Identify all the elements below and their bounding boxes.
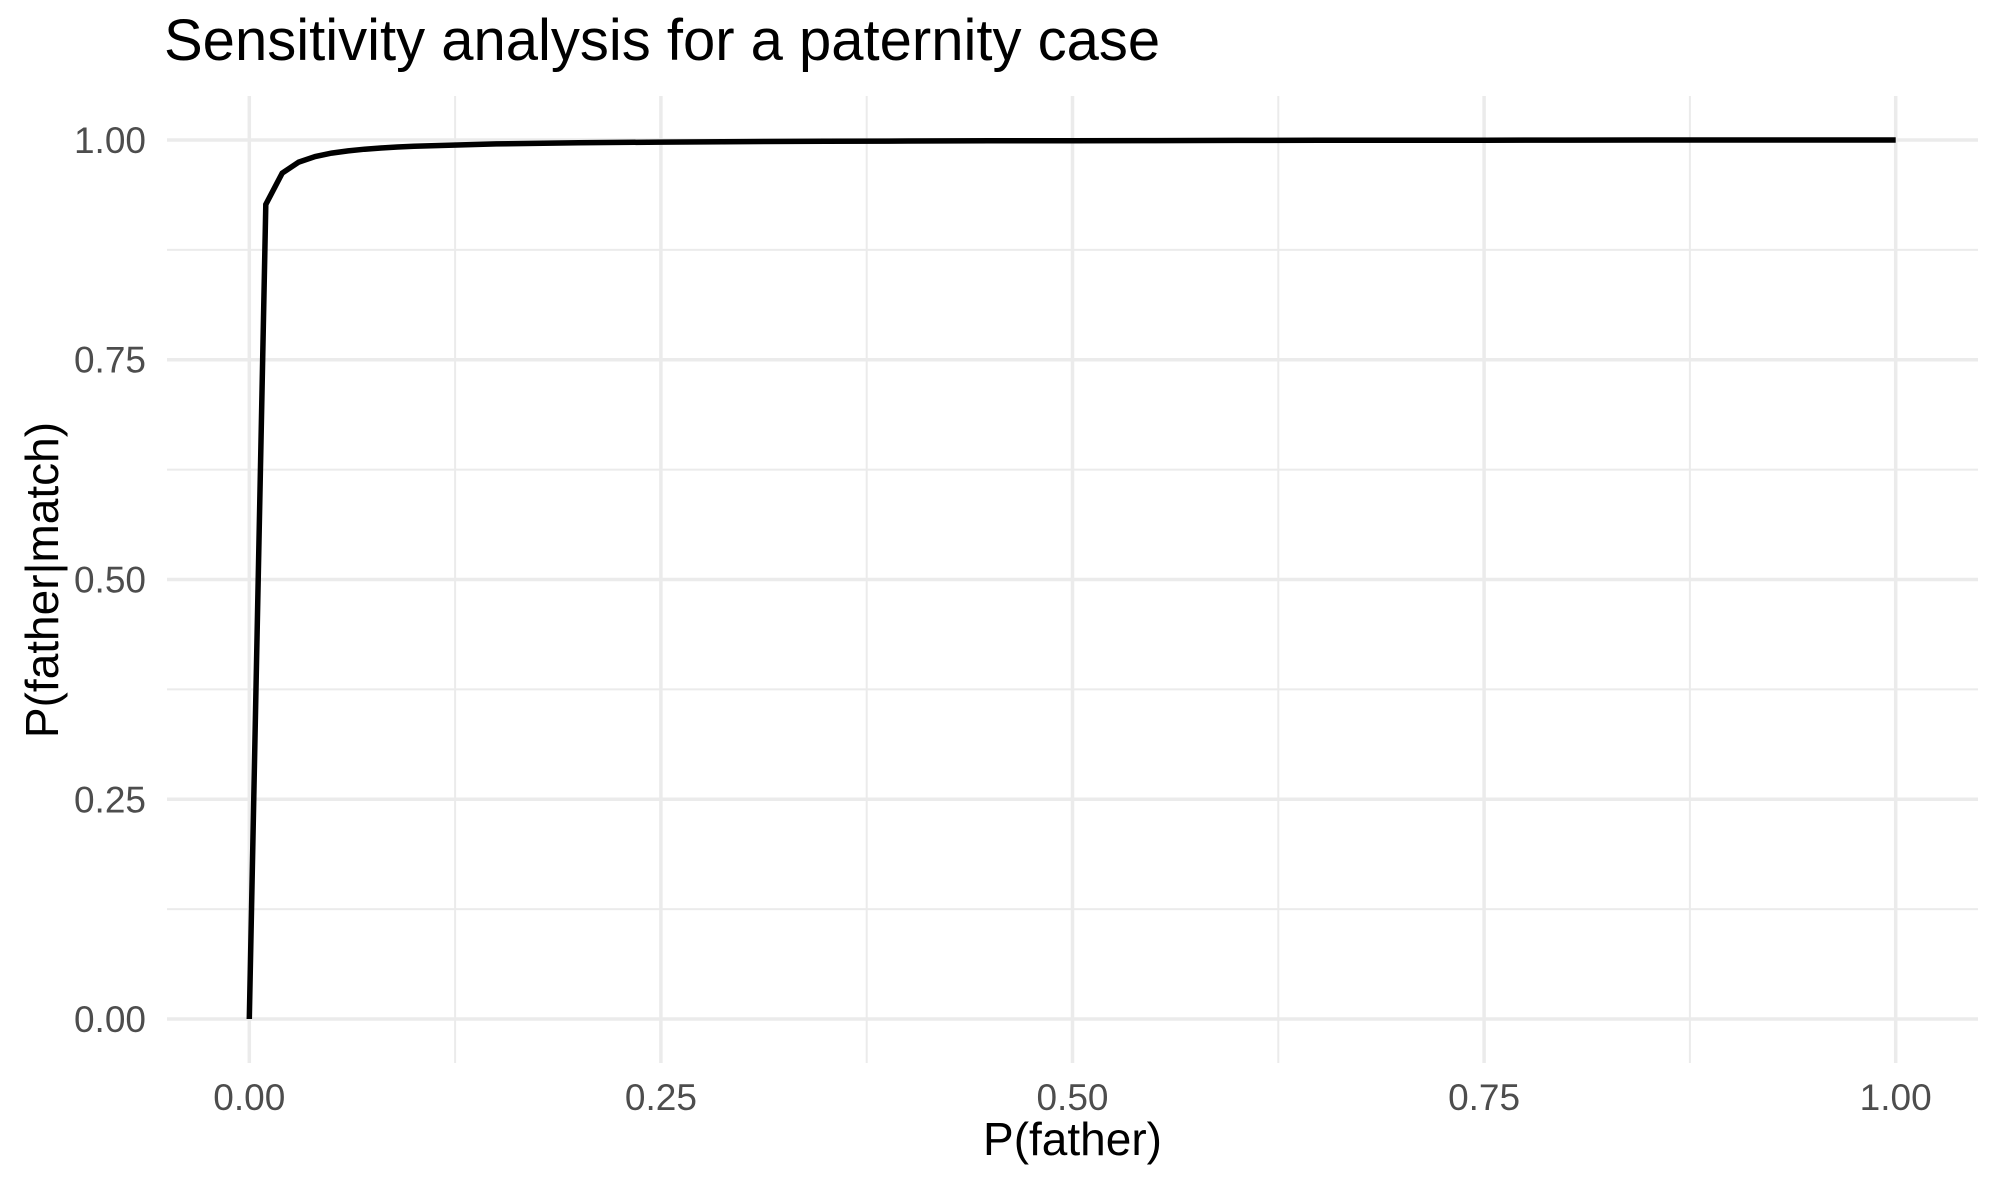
x-tick-label: 0.00	[213, 1077, 285, 1118]
x-axis-title: P(father)	[983, 1113, 1162, 1165]
y-tick-label: 1.00	[74, 120, 146, 161]
data-line	[246, 137, 1896, 1020]
y-tick-label: 0.00	[74, 999, 146, 1040]
plot-title: Sensitivity analysis for a paternity cas…	[164, 8, 1161, 73]
x-tick-label: 0.50	[1036, 1077, 1108, 1118]
x-tick-label: 0.25	[625, 1077, 697, 1118]
y-tick-label: 0.50	[74, 560, 146, 601]
x-tick-label: 1.00	[1860, 1077, 1932, 1118]
y-tick-label: 0.75	[74, 340, 146, 381]
x-tick-label: 0.75	[1448, 1077, 1520, 1118]
y-tick-label: 0.25	[74, 779, 146, 820]
